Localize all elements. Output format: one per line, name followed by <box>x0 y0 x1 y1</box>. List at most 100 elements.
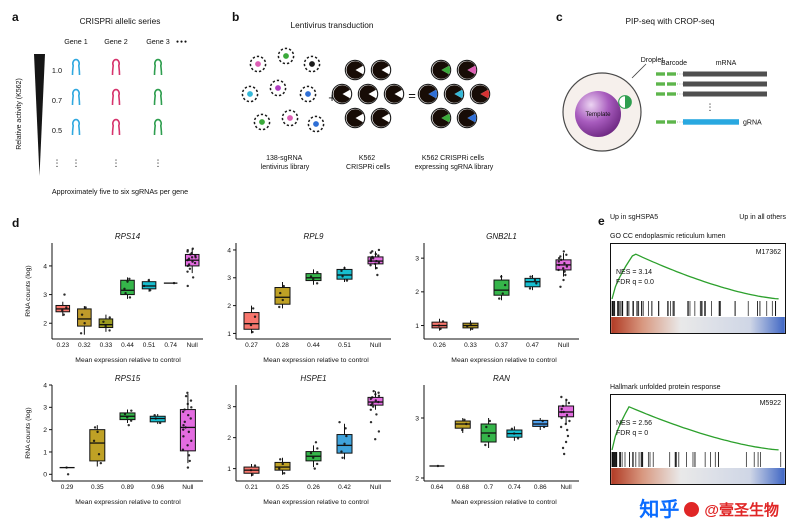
k562-cell-icon <box>344 59 366 81</box>
barcode-segment <box>656 82 665 86</box>
lentivirus-icon <box>307 115 325 133</box>
ellipsis: ⋮ <box>72 158 81 168</box>
svg-text:Null: Null <box>370 342 382 349</box>
x-axis-caption: Mean expression relative to control <box>451 499 557 506</box>
lentivirus-icon <box>277 47 295 65</box>
panel-b-graphic: Lentivirus transduction + = 138-sgRNA le… <box>241 20 494 171</box>
ellipsis: ⋮ <box>112 158 121 168</box>
svg-text:0.28: 0.28 <box>276 342 289 349</box>
gsea-title: Hallmark unfolded protein response <box>610 384 721 391</box>
svg-text:M17362: M17362 <box>756 249 781 256</box>
svg-text:NES = 2.56: NES = 2.56 <box>616 420 652 427</box>
mrna-bar <box>683 81 767 87</box>
svg-text:3: 3 <box>415 256 419 263</box>
lentivirus-icon <box>281 109 299 127</box>
gsea-upr-svg: M5922 NES = 2.56 FDR q = 0 <box>610 394 786 485</box>
gsea-title: GO CC endoplasmic reticulum lumen <box>610 233 726 240</box>
activity-value-1: 1.0 <box>52 66 62 75</box>
gsea-plot-er-lumen: GO CC endoplasmic reticulum lumen M17362… <box>610 233 786 340</box>
panel-a-caption: Approximately five to six sgRNAs per gen… <box>52 187 188 196</box>
grna-bar <box>683 119 739 125</box>
svg-text:0.27: 0.27 <box>245 342 258 349</box>
mrna-label: mRNA <box>716 60 737 67</box>
ellipsis: ⋮ <box>154 158 163 168</box>
watermark: 知乎 @壹圣生物 <box>631 497 787 524</box>
svg-text:Null: Null <box>558 342 570 349</box>
gene-3-label: Gene 3 <box>146 37 170 46</box>
droplet-label: Droplet <box>641 57 664 64</box>
panel-c-title: PIP-seq with CROP-seq <box>626 16 715 26</box>
svg-text:1: 1 <box>43 449 47 456</box>
boxplot-rps15-svg: RPS15 0 1 2 3 4 RNA counts (log) 0.29 0.35 0.89 0.… <box>25 374 203 491</box>
svg-text:2: 2 <box>415 289 419 296</box>
panel-d-label: d <box>12 216 20 230</box>
boxplot-hspe1-svg: HSPE1 1 2 3 0.21 0.25 0.26 0.42 Null <box>227 374 391 491</box>
svg-text:Null: Null <box>560 484 572 491</box>
x-axis-caption: Mean expression relative to control <box>451 357 557 364</box>
gsea-header-right: Up in all others <box>739 214 786 221</box>
svg-text:0: 0 <box>43 472 47 479</box>
lentivirus-icon <box>269 79 287 97</box>
svg-text:0.29: 0.29 <box>61 484 74 491</box>
svg-text:4: 4 <box>43 263 47 270</box>
k562-caption: K562 CRISPRi cells <box>346 155 390 171</box>
svg-text:3: 3 <box>43 292 47 299</box>
svg-text:RPS14: RPS14 <box>115 232 141 241</box>
svg-text:0.35: 0.35 <box>91 484 104 491</box>
panel-b-title: Lentivirus transduction <box>290 20 373 30</box>
activity-value-2: 0.7 <box>52 96 62 105</box>
equals-sign: = <box>408 88 416 103</box>
svg-text:RAN: RAN <box>493 374 510 383</box>
barcode-segment <box>656 92 665 96</box>
svg-text:2: 2 <box>227 435 231 442</box>
svg-text:Null: Null <box>187 342 199 349</box>
svg-text:0.44: 0.44 <box>307 342 320 349</box>
barcode-label: Barcode <box>661 60 687 67</box>
svg-text:0.68: 0.68 <box>456 484 469 491</box>
svg-text:0.47: 0.47 <box>526 342 539 349</box>
watermark-brand: 知乎 <box>639 498 680 521</box>
crispri-cell-with-sgrna-icon <box>469 83 491 105</box>
panel-e: Up in sgHSPA5 Up in all others GO CC end… <box>610 214 786 491</box>
panel-a-title: CRISPRi allelic series <box>80 16 161 26</box>
svg-text:FDR q = 0: FDR q = 0 <box>616 430 648 437</box>
k562-cell-icon <box>331 83 353 105</box>
svg-text:Null: Null <box>370 484 382 491</box>
droplet-pointer-line <box>631 63 647 79</box>
svg-text:2: 2 <box>43 427 47 434</box>
svg-text:0.89: 0.89 <box>121 484 134 491</box>
crispri-cell-with-sgrna-icon <box>443 83 465 105</box>
svg-text:RNA counts (log): RNA counts (log) <box>25 265 32 316</box>
result-caption: K562 CRISPRi cells expressing sgRNA libr… <box>415 155 494 171</box>
sgrna-hairpin-icon <box>153 58 163 76</box>
crispri-cell-with-sgrna-icon <box>417 83 439 105</box>
k562-cell-icon <box>357 83 379 105</box>
x-axis-caption: Mean expression relative to control <box>75 499 181 506</box>
svg-text:0.74: 0.74 <box>164 342 177 349</box>
sgrna-hairpin-icon <box>71 58 81 76</box>
svg-text:0.23: 0.23 <box>56 342 69 349</box>
gsea-header-left: Up in sgHSPA5 <box>610 214 659 221</box>
gsea-plot-upr: Hallmark unfolded protein response M5922… <box>610 384 786 491</box>
crispri-cell-with-sgrna-icon <box>430 107 452 129</box>
boxplot-rps15: RPS15 0 1 2 3 4 RNA counts (log) 0.29 0.35 0.89 0.… <box>22 372 210 506</box>
barcode-segment <box>667 82 676 86</box>
watermark-handle: @壹圣生物 <box>704 502 779 519</box>
svg-text:0.7: 0.7 <box>484 484 493 491</box>
ellipsis: ⋮ <box>53 158 62 168</box>
panel-a-label: a <box>12 10 19 24</box>
crispri-cell-with-sgrna-icon <box>430 59 452 81</box>
sgrna-hairpin-icon <box>111 58 121 76</box>
activity-value-3: 0.5 <box>52 126 62 135</box>
grna-label: gRNA <box>743 120 762 127</box>
panel-b-label: b <box>232 10 240 24</box>
svg-text:4: 4 <box>43 382 47 389</box>
crispri-cell-with-sgrna-icon <box>456 107 478 129</box>
boxplot-gnb2l1: GNB2L1 1 2 3 0.26 0.33 0.37 0.47 Null Mean expre… <box>398 230 586 364</box>
svg-text:0.96: 0.96 <box>151 484 164 491</box>
mrna-bar <box>683 71 767 77</box>
sgrna-hairpin-icon <box>111 118 121 136</box>
svg-text:3: 3 <box>227 275 231 282</box>
svg-text:M5922: M5922 <box>760 400 782 407</box>
gene-2-label: Gene 2 <box>104 37 128 46</box>
